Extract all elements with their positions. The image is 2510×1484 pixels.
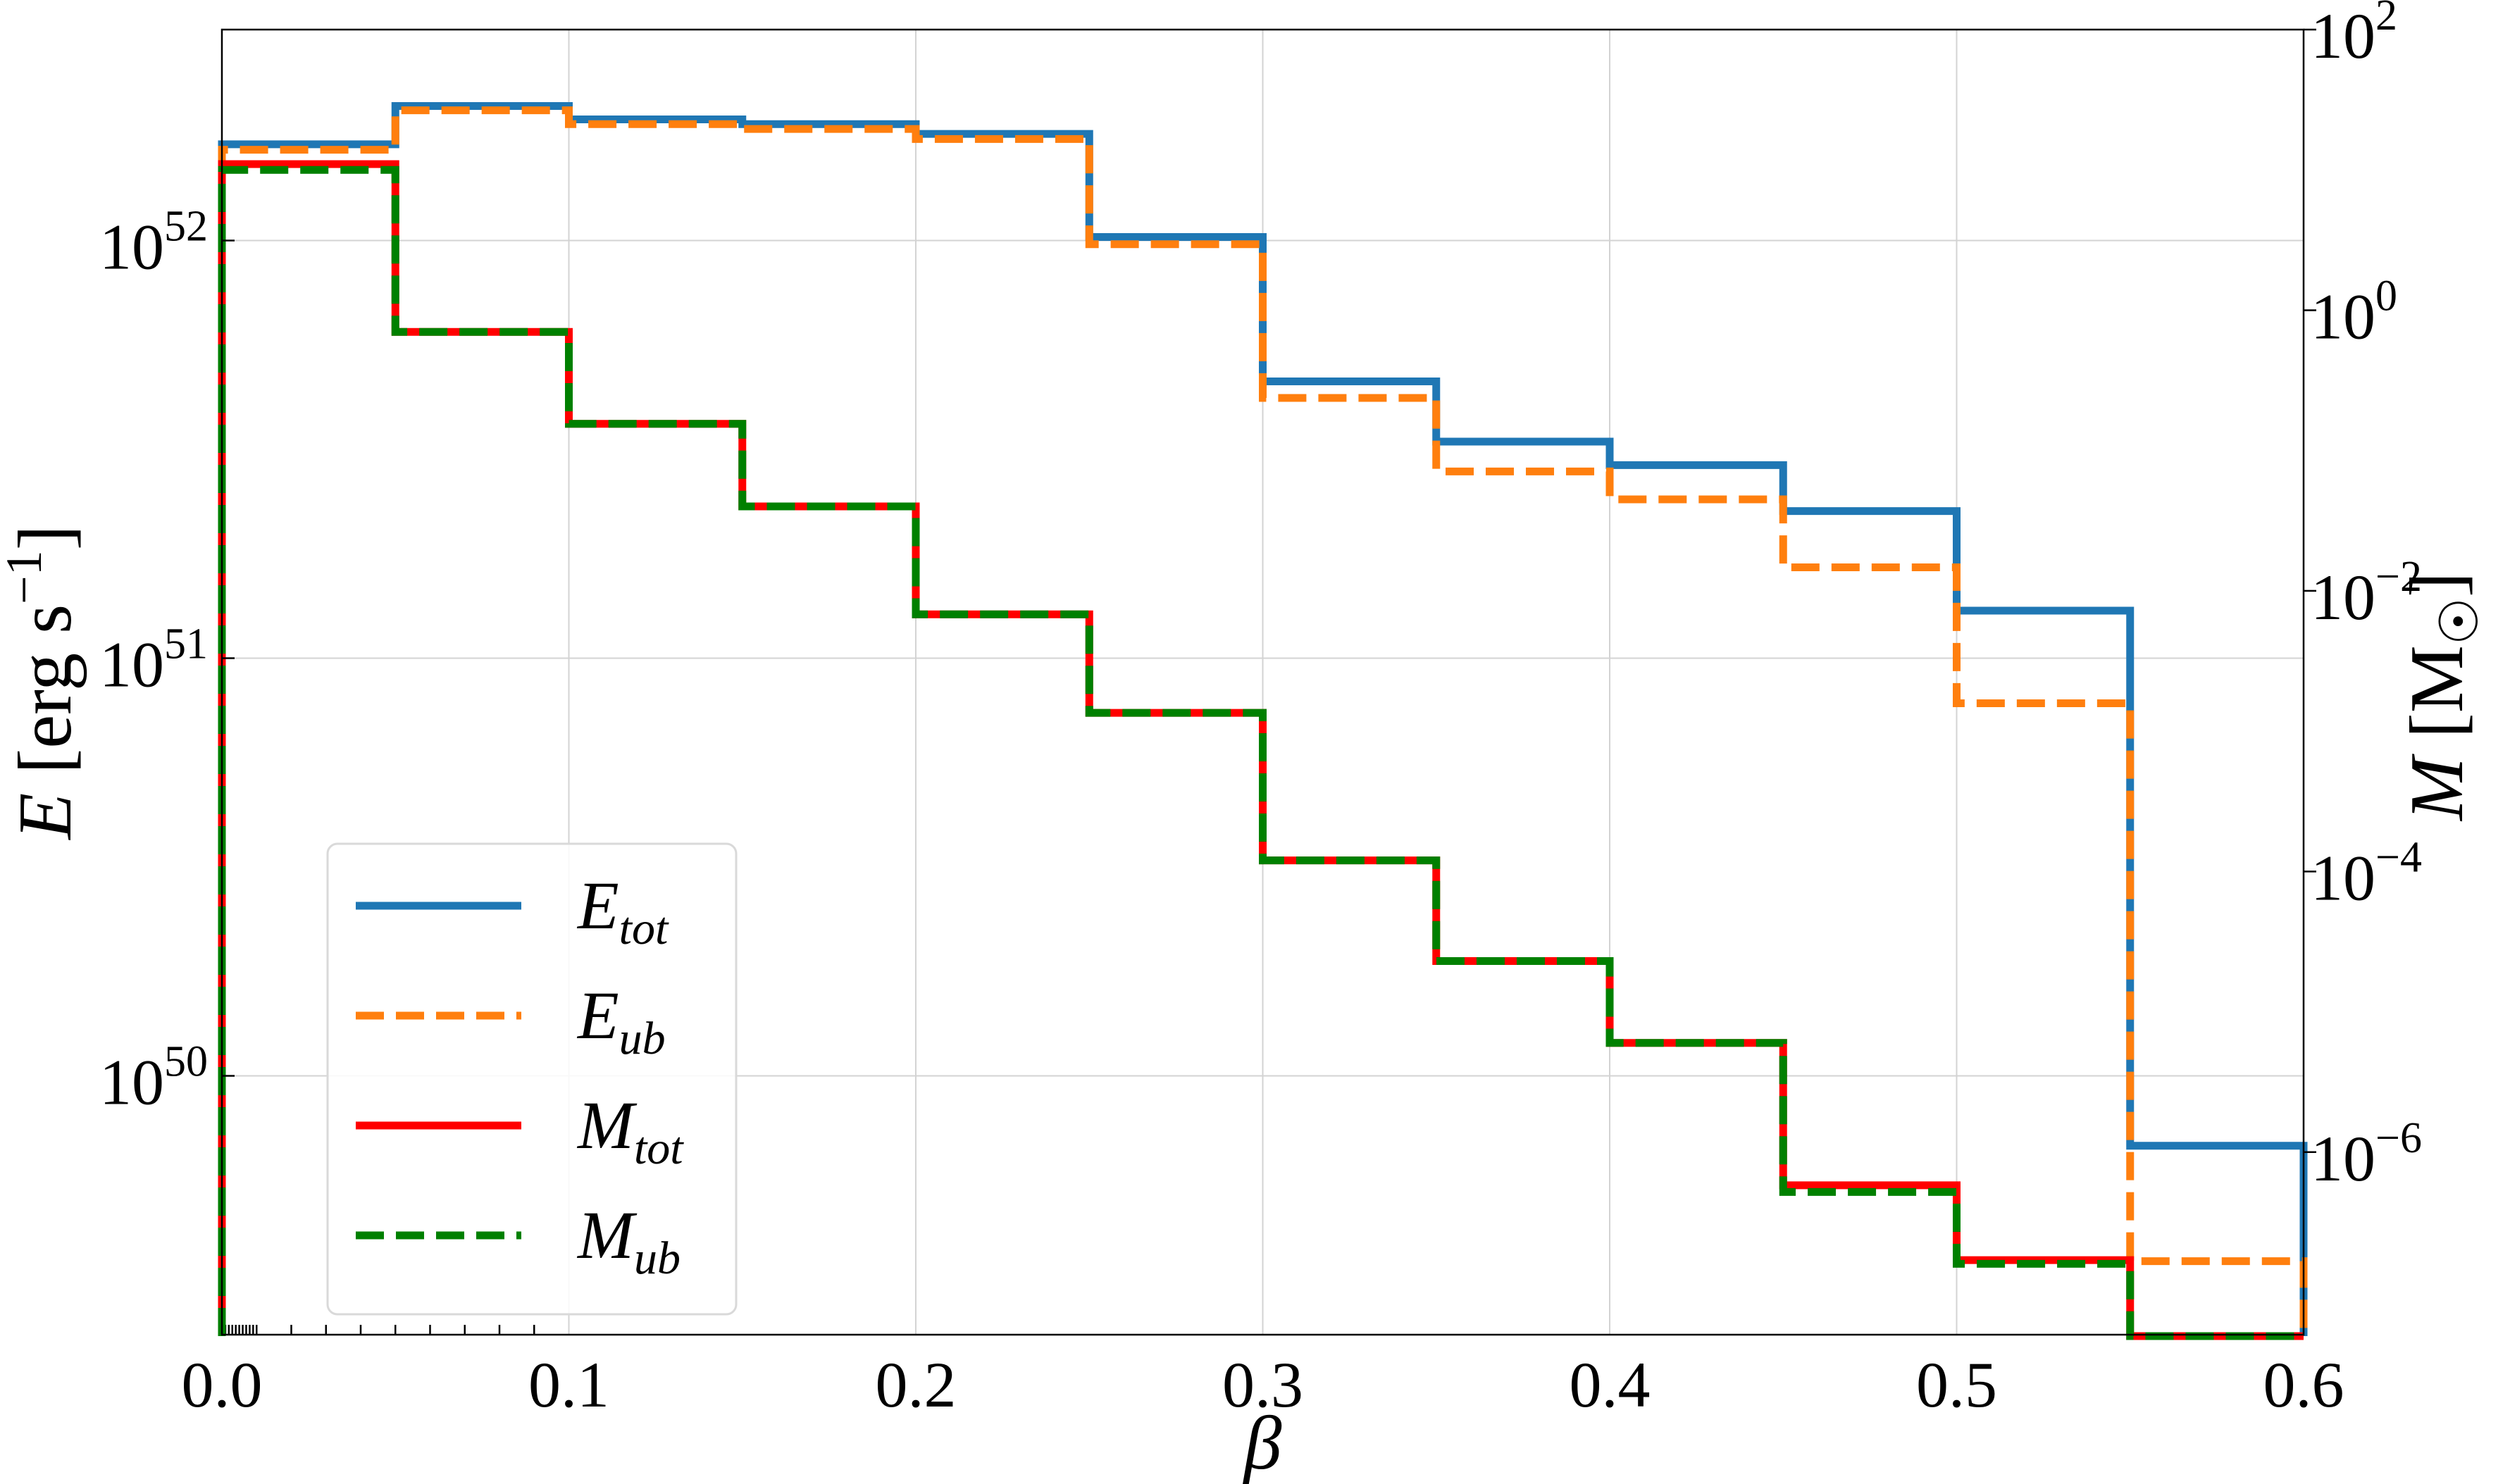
y-left-title-exponent: −1: [0, 550, 52, 604]
y-right-tick-label-exponent: −6: [2375, 1114, 2422, 1162]
y-right-title-sun-symbol: ☉: [2430, 597, 2490, 645]
x-tick-label: 0.1: [528, 1349, 609, 1421]
y-right-tick-label: 100: [2311, 272, 2397, 352]
legend-box: [326, 842, 738, 1316]
y-left-tick-label: 1050: [99, 1037, 208, 1118]
legend-label-subscript: ub: [634, 1233, 681, 1284]
y-left-tick-label-base: 10: [99, 1046, 164, 1118]
y-axis-left-title: E [erg s−1]: [0, 525, 87, 841]
series-line-e-ub: [218, 106, 2308, 1336]
y-right-tick-label-base: 10: [2311, 842, 2375, 914]
legend-label-m-ub: Mub: [576, 1197, 681, 1284]
legend-label-m-tot: Mtot: [576, 1087, 684, 1174]
y-right-tick-label: 10−2: [2311, 553, 2422, 633]
y-left-tick-label-exponent: 52: [164, 203, 208, 251]
series-line-m-ub: [218, 166, 2304, 1340]
legend-label-main: M: [576, 1197, 638, 1273]
y-left-title-symbol: E: [4, 793, 87, 841]
x-tick-label: 0.3: [1222, 1349, 1303, 1421]
y-left-tick-label: 1052: [99, 203, 208, 283]
y-right-tick-label-exponent: −2: [2375, 553, 2422, 601]
legend-label-main: E: [576, 978, 619, 1053]
x-tick-label: 0.0: [182, 1349, 263, 1421]
y-right-title-bracket: ]: [2395, 572, 2479, 597]
x-tick-label: 0.4: [1570, 1349, 1651, 1421]
y-left-tick-label-base: 10: [99, 629, 164, 701]
y-right-tick-label-exponent: 2: [2375, 0, 2397, 39]
y-right-tick-label: 10−4: [2311, 833, 2422, 914]
legend-label-e-tot: Etot: [576, 868, 669, 954]
y-axis-right-title: M [M☉]: [2395, 572, 2490, 822]
y-right-title-symbol: M: [2395, 754, 2479, 822]
y-left-title-unit: [erg s: [4, 604, 87, 793]
y-right-tick-label-base: 10: [2311, 561, 2375, 633]
legend-label-e-ub: Eub: [576, 978, 666, 1064]
legend-label-subscript: ub: [619, 1013, 666, 1064]
tick-labels: 0.0 0.1 0.2 0.3 0.4 0.5 0.610501051105210−610−…: [99, 0, 2422, 1421]
x-tick-label: 0.2: [876, 1349, 957, 1421]
legend-label-subscript: tot: [634, 1123, 684, 1174]
legend-label-subscript: tot: [619, 903, 669, 954]
x-axis-title: β: [1243, 1402, 1282, 1484]
y-right-tick-label-exponent: −4: [2375, 833, 2422, 881]
y-right-tick-label-base: 10: [2311, 0, 2375, 72]
series-group: [218, 101, 2308, 1340]
y-left-tick-label-exponent: 51: [164, 621, 208, 668]
y-right-tick-label: 102: [2311, 0, 2397, 72]
legend-label-main: E: [576, 868, 619, 943]
x-tick-label: 0.5: [1916, 1349, 1997, 1421]
y-right-tick-label-base: 10: [2311, 1123, 2375, 1195]
plot-frame: [220, 28, 2305, 1336]
legend-label-main: M: [576, 1087, 638, 1163]
y-left-title-bracket: ]: [4, 525, 87, 550]
y-right-title-unit: [M: [2395, 645, 2479, 757]
y-right-tick-label-exponent: 0: [2375, 272, 2397, 320]
y-left-tick-label-base: 10: [99, 211, 164, 283]
x-tick-label: 0.6: [2263, 1349, 2344, 1421]
y-right-tick-label-base: 10: [2311, 280, 2375, 352]
y-left-tick-label-exponent: 50: [164, 1037, 208, 1085]
y-right-tick-label: 10−6: [2311, 1114, 2422, 1195]
y-left-tick-label: 1051: [99, 621, 208, 701]
